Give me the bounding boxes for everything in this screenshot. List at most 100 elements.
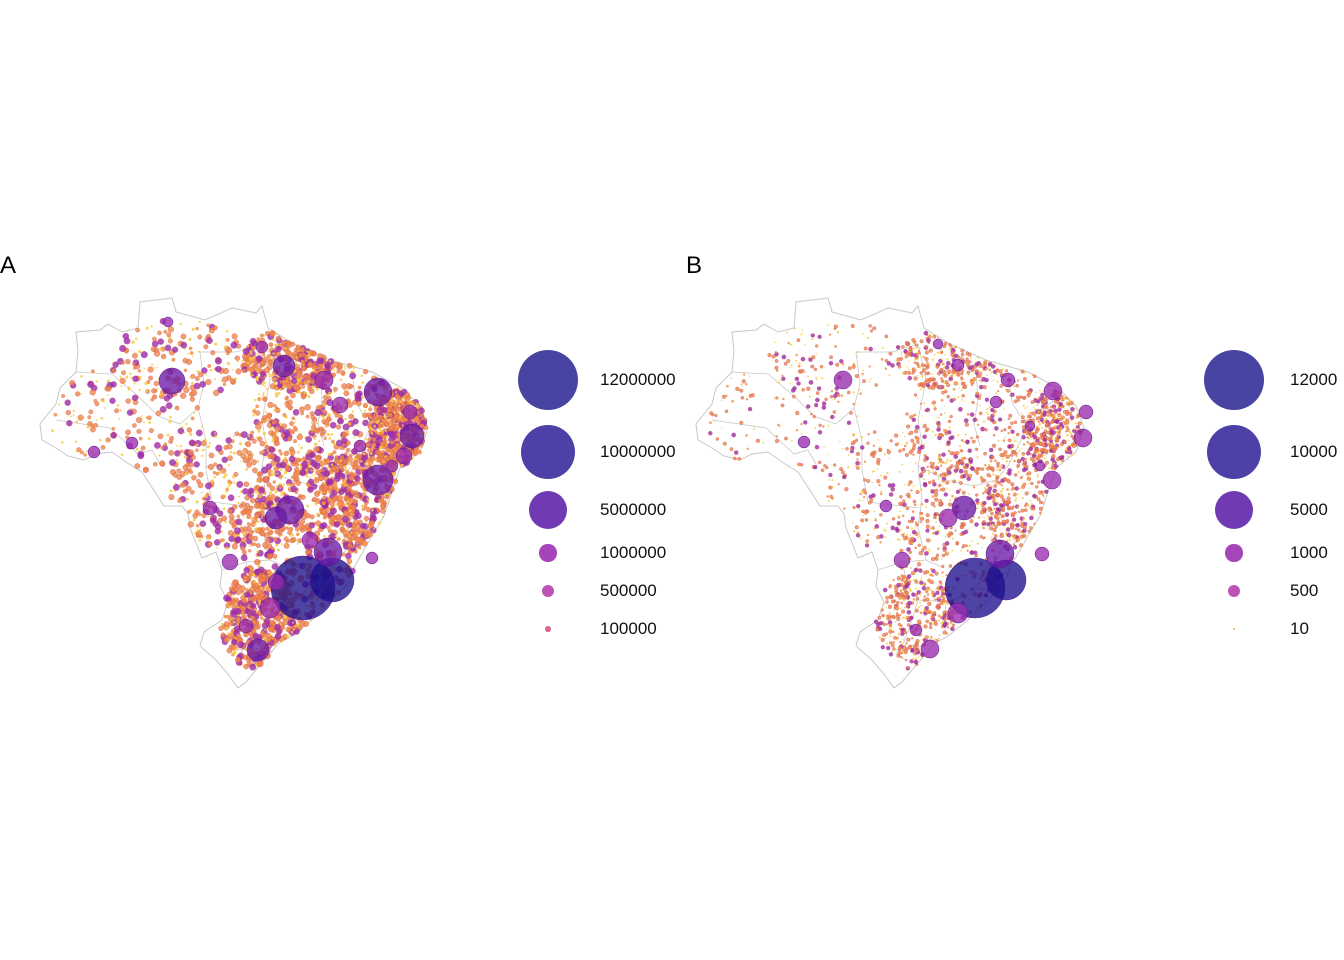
- city-point: [923, 624, 928, 629]
- city-point: [120, 385, 123, 388]
- city-point: [939, 616, 943, 619]
- city-point: [902, 599, 905, 602]
- city-point: [911, 485, 914, 487]
- city-point: [215, 444, 223, 452]
- city-point: [215, 471, 220, 476]
- city-point: [373, 425, 376, 428]
- city-point: [316, 512, 319, 515]
- legend-circle: [520, 424, 576, 480]
- city-point: [919, 444, 925, 450]
- city-point: [65, 409, 71, 416]
- city-point: [920, 577, 923, 580]
- city-point: [290, 485, 298, 493]
- city-point: [415, 402, 419, 406]
- city-point: [131, 394, 139, 402]
- city-point: [233, 472, 239, 477]
- city-point: [356, 542, 359, 545]
- city-point: [148, 421, 152, 425]
- city-point: [989, 459, 993, 463]
- city-point: [335, 502, 339, 506]
- city-point: [305, 436, 313, 443]
- city-point: [976, 419, 979, 422]
- city-point: [274, 557, 277, 560]
- city-point: [207, 463, 215, 470]
- city-point: [346, 505, 349, 508]
- city-point: [241, 368, 246, 373]
- city-point: [934, 582, 936, 584]
- city-point: [414, 449, 419, 454]
- city-point: [295, 344, 301, 350]
- city-point: [935, 590, 940, 596]
- city-point: [302, 373, 308, 379]
- city-point: [988, 468, 990, 471]
- city-point: [177, 462, 180, 465]
- city-point: [401, 402, 405, 407]
- city-point: [942, 461, 944, 464]
- city-point: [975, 435, 979, 439]
- city-point: [898, 660, 900, 662]
- city-point: [950, 435, 955, 440]
- city-point: [253, 582, 260, 588]
- city-point: [901, 584, 904, 588]
- city-point: [918, 656, 920, 658]
- city-point: [994, 525, 998, 529]
- city-point: [969, 519, 974, 524]
- city-point: [944, 462, 947, 465]
- city-point: [392, 472, 396, 477]
- city-point: [273, 408, 277, 412]
- city-point: [271, 419, 277, 425]
- city-point: [910, 636, 914, 640]
- city-point: [941, 571, 944, 574]
- city-point: [230, 600, 236, 606]
- city-point: [293, 371, 295, 374]
- city-point: [389, 440, 395, 445]
- city-point: [347, 422, 351, 426]
- city-point: [286, 339, 289, 342]
- city-point: [351, 526, 357, 532]
- city-point: [899, 510, 902, 513]
- legend-circle: [528, 490, 568, 530]
- city-point: [372, 438, 377, 442]
- city-point: [407, 399, 410, 402]
- city-point: [156, 387, 159, 390]
- city-point: [363, 462, 367, 466]
- city-point: [892, 585, 894, 587]
- city-point: [259, 440, 266, 447]
- city-point: [156, 366, 159, 369]
- city-point: [137, 369, 142, 373]
- city-bubble: [202, 500, 218, 516]
- legend-circle: [545, 626, 551, 632]
- city-point: [238, 442, 243, 446]
- city-point: [266, 482, 272, 488]
- city-point: [914, 546, 918, 550]
- city-point: [268, 634, 271, 637]
- city-point: [199, 520, 207, 528]
- city-point: [356, 465, 362, 470]
- city-point: [900, 601, 904, 605]
- city-point: [299, 469, 307, 477]
- city-point: [249, 373, 252, 376]
- city-point: [75, 449, 78, 453]
- city-point: [1022, 396, 1026, 400]
- city-point: [305, 414, 310, 419]
- city-point: [166, 433, 170, 437]
- city-point: [958, 479, 960, 482]
- city-point: [1032, 373, 1035, 377]
- city-point: [322, 484, 329, 491]
- city-point: [903, 506, 905, 508]
- city-point: [357, 385, 362, 390]
- city-point: [177, 498, 183, 504]
- city-point: [246, 462, 252, 468]
- city-point: [902, 650, 905, 653]
- city-point: [896, 616, 901, 621]
- city-point: [212, 325, 218, 331]
- city-point: [358, 519, 363, 525]
- city-point: [251, 374, 254, 377]
- city-point: [155, 410, 162, 416]
- city-point: [308, 353, 311, 356]
- city-point: [337, 417, 344, 425]
- city-point: [959, 475, 963, 479]
- city-point: [323, 417, 326, 420]
- city-bubble: [158, 367, 186, 395]
- city-point: [369, 520, 375, 526]
